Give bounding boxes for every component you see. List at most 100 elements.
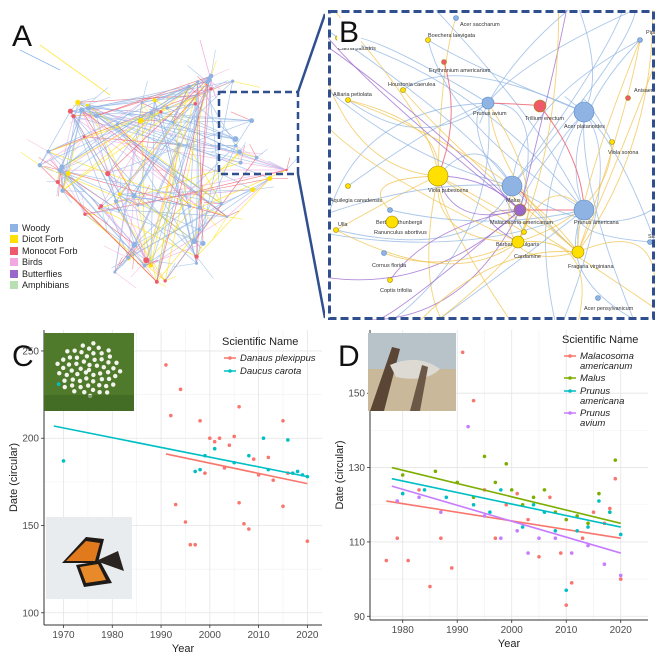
legend-item: Prunus americana	[564, 386, 624, 407]
zoom-node-circle	[513, 203, 527, 217]
data-point	[564, 588, 569, 593]
zoom-node: Malacosoma americanum	[490, 203, 553, 226]
network-edge	[127, 195, 135, 258]
data-point	[444, 495, 449, 500]
data-point	[281, 418, 285, 423]
zoom-node-label: Cardamine	[514, 254, 541, 260]
data-point	[548, 495, 552, 500]
network-spoke	[252, 186, 274, 190]
zoom-node-label: Ranunculus abortivus	[374, 230, 427, 236]
network-spoke	[81, 191, 86, 215]
network-edge	[239, 151, 257, 158]
legend-label: Prunus avium	[580, 408, 610, 429]
zoom-node: Ranunculus abortivus	[374, 215, 427, 236]
network-spoke	[226, 216, 244, 220]
zoom-edge	[392, 102, 490, 320]
data-point	[449, 566, 454, 570]
network-node	[148, 263, 153, 268]
network-edge	[84, 136, 287, 171]
network-node	[205, 79, 210, 85]
network-spoke	[203, 202, 222, 204]
network-edge	[164, 78, 209, 281]
network-spoke	[87, 87, 109, 106]
network-spoke	[235, 145, 257, 158]
network-spoke	[210, 80, 228, 90]
zoom-node-label: Viola sorona	[608, 150, 639, 156]
network-node	[206, 76, 210, 80]
legend-label-line: americanum	[580, 361, 632, 372]
zoom-node-label: Viola pubescens	[428, 188, 469, 194]
tent-web	[390, 359, 440, 379]
network-edge	[145, 95, 197, 261]
network-edge	[195, 80, 233, 96]
zoom-node-circle	[333, 227, 339, 233]
zoom-edge	[389, 209, 585, 222]
network-node	[234, 143, 238, 148]
panel-label-d: D	[338, 340, 360, 373]
network-node	[237, 149, 242, 155]
network-edge	[99, 80, 233, 209]
zoom-edge	[519, 10, 567, 211]
network-edge	[39, 164, 138, 206]
network-node	[117, 209, 121, 212]
zoom-edge	[479, 102, 489, 124]
network-node	[249, 118, 255, 124]
zoom-node-label: Berberis thunbergii	[376, 220, 422, 226]
network-spoke	[114, 271, 137, 289]
network-spoke	[156, 260, 160, 282]
zoom-node-circle	[400, 87, 406, 93]
network-spoke	[84, 209, 113, 215]
zoom-node-circle	[387, 277, 393, 283]
legend-label: Malus	[580, 373, 606, 384]
legend-item: Danaus plexippus	[224, 353, 316, 364]
butterfly-photo	[46, 517, 132, 599]
butterfly-wing-pattern	[66, 541, 100, 561]
network-node	[177, 142, 181, 147]
data-point	[504, 462, 509, 466]
legend-label-line: Malus	[580, 373, 606, 384]
zoom-node: Cardamine	[511, 235, 541, 260]
network-edge	[127, 205, 191, 258]
network-edge	[256, 157, 287, 171]
flower-floret	[91, 372, 96, 378]
x-tick-label: 1990	[150, 630, 173, 641]
zoom-node-circle	[381, 250, 387, 256]
network-node	[285, 168, 288, 172]
zoom-node-label: Sa	[648, 234, 655, 240]
zoom-edge	[487, 102, 541, 107]
tree-photo	[368, 333, 456, 411]
network-spoke	[150, 255, 161, 266]
zoom-node-circle	[481, 96, 495, 110]
zoom-edge	[577, 10, 654, 253]
flower-floret	[62, 384, 67, 390]
data-point	[198, 418, 202, 423]
zoom-edge	[437, 175, 655, 309]
zoom-node-circle	[345, 183, 351, 189]
data-point	[237, 405, 241, 409]
data-point	[466, 424, 470, 429]
zoom-edge	[347, 99, 579, 253]
network-nodes	[37, 73, 288, 284]
zoom-edge	[578, 10, 594, 113]
flower-floret	[87, 362, 92, 368]
legend-item-birds: Birds	[10, 257, 78, 269]
legend-item-woody: Woody	[10, 222, 78, 234]
network-node	[60, 188, 65, 193]
zoom-node-label: Boechera laevigata	[428, 33, 476, 39]
network-node	[149, 111, 153, 115]
zoom-node: Acer saccharum	[453, 15, 500, 28]
zoom-node: Boechera laevigata	[425, 33, 476, 43]
zoom-edge	[427, 39, 585, 113]
zoom-node-circle	[625, 95, 631, 101]
network-edge	[88, 107, 253, 190]
zoom-frame	[328, 10, 655, 320]
network-edge	[39, 111, 71, 166]
data-point	[553, 536, 558, 541]
network-node	[79, 107, 85, 113]
network-node	[267, 176, 273, 181]
data-point	[613, 476, 618, 481]
zoom-edge	[487, 10, 635, 104]
zoom-node: Acer platanoides	[564, 101, 605, 130]
data-point	[564, 603, 569, 607]
data-point	[515, 491, 519, 496]
